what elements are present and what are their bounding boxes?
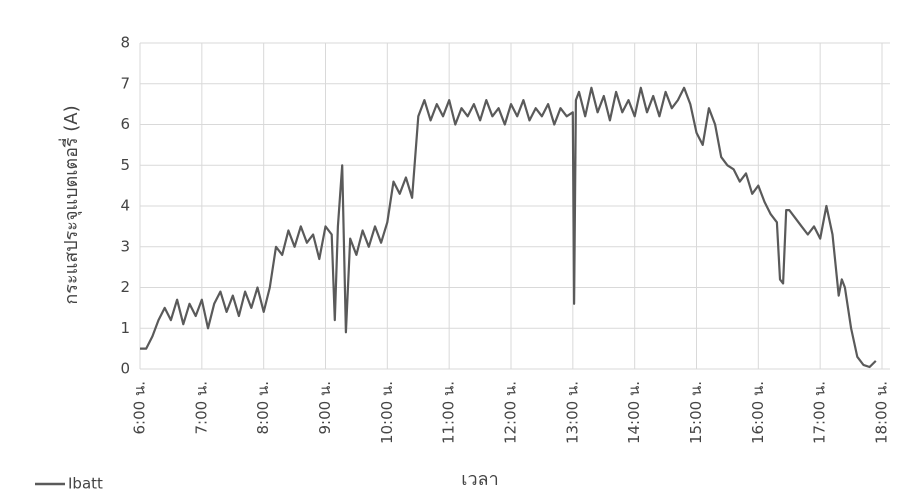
x-tick-label: 16:00 น. <box>749 381 767 444</box>
y-tick-label: 5 <box>120 156 130 174</box>
y-tick-label: 4 <box>120 197 130 215</box>
y-tick-label: 0 <box>120 360 130 378</box>
y-tick-label: 6 <box>120 115 130 133</box>
legend-label: Ibatt <box>68 475 103 493</box>
y-tick-label: 2 <box>120 278 130 296</box>
x-tick-label: 12:00 น. <box>502 381 520 444</box>
x-tick-label: 9:00 น. <box>316 381 334 434</box>
data-line <box>140 86 877 369</box>
x-tick-label: 13:00 น. <box>563 381 581 444</box>
x-tick-label: 6:00 น. <box>131 381 149 434</box>
x-tick-label: 17:00 น. <box>811 381 829 444</box>
x-tick-label: 7:00 น. <box>192 381 210 434</box>
x-tick-label: 15:00 น. <box>687 381 705 444</box>
x-axis-title: เวลา <box>461 469 498 490</box>
y-tick-label: 8 <box>120 34 130 52</box>
x-tick-label: 14:00 น. <box>625 381 643 444</box>
y-tick-label: 1 <box>120 319 130 337</box>
y-axis-title: กระแสประจุแบตเตอรี่ (A) <box>58 105 82 304</box>
x-tick-label: 8:00 น. <box>254 381 272 434</box>
y-tick-label: 3 <box>120 237 130 255</box>
x-tick-label: 18:00 น. <box>873 381 891 444</box>
y-tick-label: 7 <box>120 74 130 92</box>
x-tick-label: 10:00 น. <box>378 381 396 444</box>
x-tick-label: 11:00 น. <box>440 381 458 444</box>
